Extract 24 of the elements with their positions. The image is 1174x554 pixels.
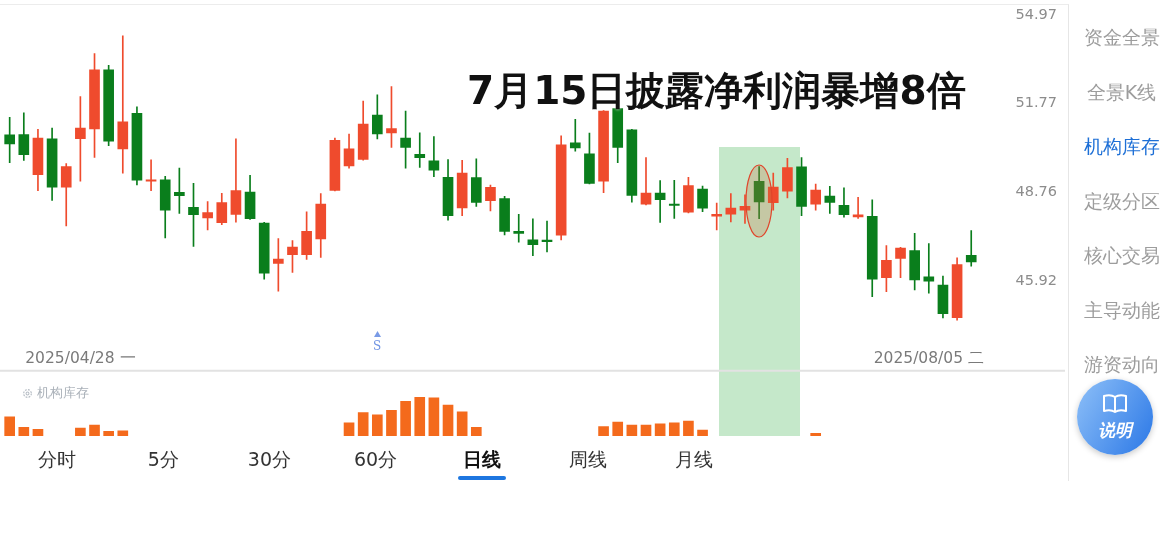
text: 全景K线 (1085, 79, 1158, 105)
text: 核心交易 (1082, 243, 1161, 268)
x-tick-label: 2025/04/28 一 (25, 349, 136, 368)
y-tick-label: 54.97 (1015, 5, 1057, 22)
text: 日线 (461, 447, 502, 472)
text: 分时 (37, 447, 77, 472)
text: 60分 (353, 447, 399, 472)
chart-title: 机构库存 (37, 384, 89, 402)
x-tick-label: 2025/08/05 二 (873, 349, 984, 368)
y-tick-label: 51.77 (1015, 94, 1057, 111)
round-button: 说明 (1077, 379, 1153, 455)
text: 30分 (246, 447, 292, 472)
y-tick-label: 48.76 (1015, 182, 1057, 199)
text: 机构库存 (1082, 134, 1161, 159)
text: 5分 (146, 447, 180, 472)
text: 周线 (568, 447, 608, 472)
text: 游资动向 (1082, 352, 1161, 377)
text: 7月15日披露净利润暴增8倍 (467, 68, 966, 113)
y-tick-label: 45.92 (1015, 271, 1057, 288)
text: 定级分区 (1082, 188, 1161, 214)
annotation: S (371, 339, 383, 353)
text: 主导动能 (1082, 297, 1161, 323)
text: 月线 (674, 447, 715, 472)
text: 资金全景 (1082, 25, 1161, 50)
